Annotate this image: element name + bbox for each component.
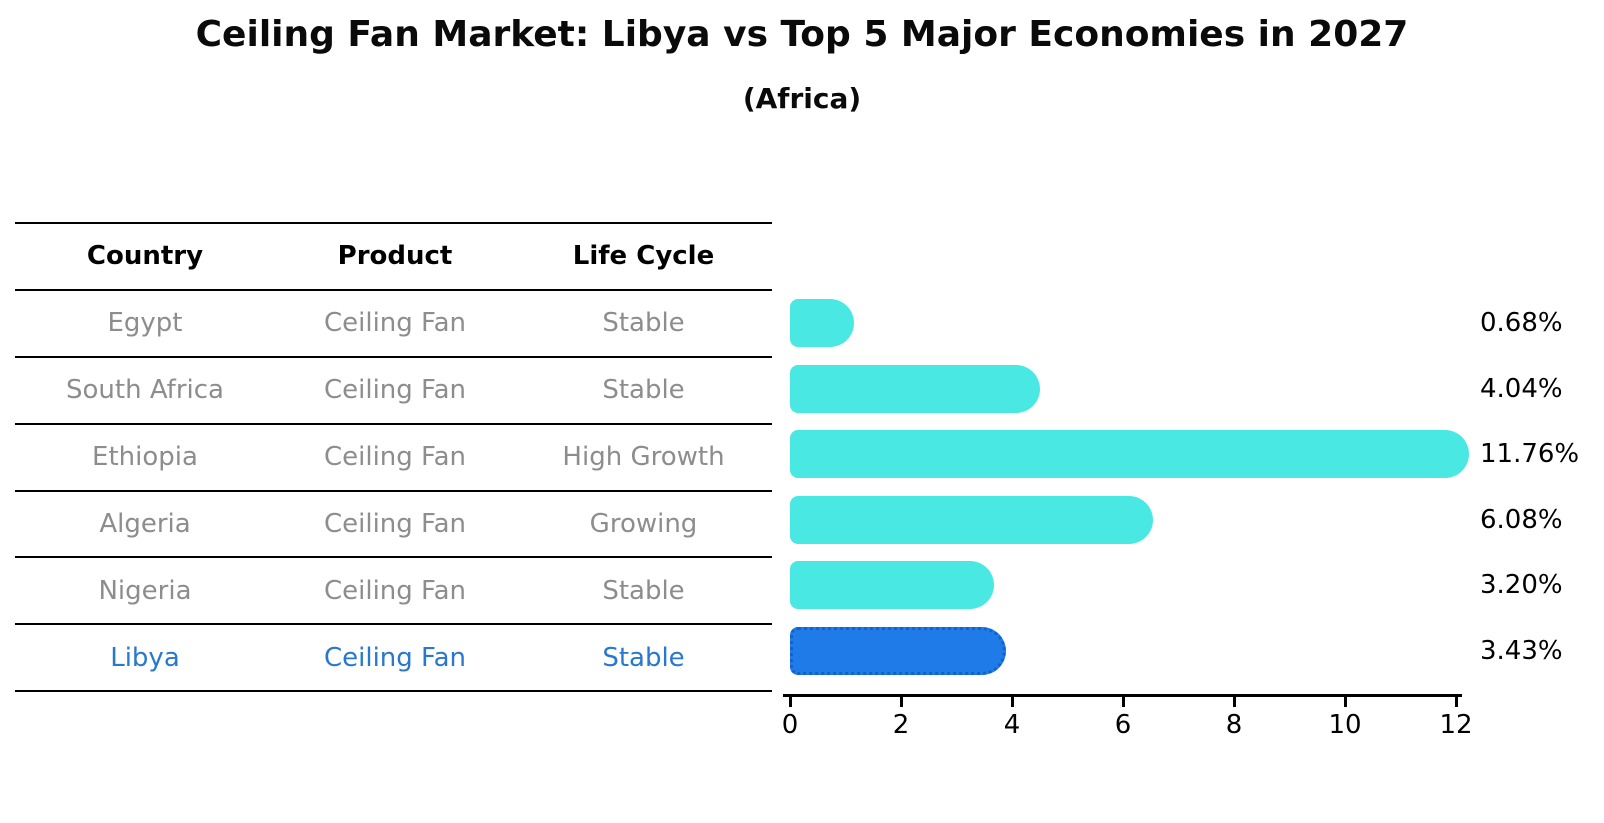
column-header-life-cycle: Life Cycle [572,241,715,272]
x-axis-tick-label: 2 [892,710,910,740]
x-axis-line [783,694,1462,697]
x-axis-tick [788,697,792,707]
cell-product: Ceiling Fan [323,308,467,339]
bar-libya [790,627,1007,675]
table-header-row: Country Product Life Cycle [15,222,772,289]
cell-product: Ceiling Fan [323,509,467,539]
cell-country: Ethiopia [92,442,198,473]
country-table: Country Product Life Cycle Egypt Ceiling… [15,222,772,693]
cell-country: Egypt [107,308,183,339]
cell-country: South Africa [66,375,224,406]
cell-country: Libya [110,642,180,673]
cell-product: Ceiling Fan [323,642,467,673]
x-axis-tick-label: 0 [781,710,799,740]
column-header-country: Country [86,241,204,272]
x-axis-tick [1343,697,1347,707]
bar-south-africa [790,364,1041,413]
column-header-product: Product [337,241,453,272]
cell-life-cycle: Stable [602,642,685,673]
x-axis-tick [1454,697,1458,707]
x-axis-tick-label: 4 [1003,710,1021,740]
cell-country: Nigeria [98,575,192,606]
value-label: 11.76% [1480,439,1580,470]
bar-algeria [790,495,1154,544]
bar-ethiopia [790,430,1469,479]
bar-egypt [790,299,854,347]
x-axis-tick-label: 8 [1225,710,1243,740]
cell-product: Ceiling Fan [323,375,467,406]
chart-title: Ceiling Fan Market: Libya vs Top 5 Major… [195,14,1409,55]
cell-product: Ceiling Fan [323,442,467,473]
table-row: Libya Ceiling Fan Stable [15,623,772,690]
value-label: 3.43% [1480,636,1563,666]
x-axis-tick-label: 12 [1439,710,1473,740]
chart-subtitle: (Africa) [742,82,862,115]
cell-life-cycle: High Growth [562,442,725,473]
x-axis-tick-label: 10 [1328,710,1362,740]
value-label: 0.68% [1480,308,1563,338]
cell-life-cycle: Growing [589,509,698,539]
x-axis-tick-label: 6 [1114,710,1132,740]
cell-life-cycle: Stable [602,575,685,606]
table-row: Nigeria Ceiling Fan Stable [15,556,772,623]
cell-life-cycle: Stable [602,308,685,339]
value-label: 6.08% [1480,504,1563,535]
value-label: 4.04% [1480,373,1563,404]
x-axis-tick [1232,697,1236,707]
table-row: South Africa Ceiling Fan Stable [15,355,772,423]
table-row: Egypt Ceiling Fan Stable [15,288,772,356]
table-row: Ethiopia Ceiling Fan High Growth [15,422,772,490]
x-axis-tick [1010,697,1014,707]
bar-nigeria [790,561,994,610]
cell-product: Ceiling Fan [323,575,467,606]
table-row: Algeria Ceiling Fan Growing [15,489,772,557]
x-axis-tick [1121,697,1125,707]
cell-life-cycle: Stable [602,375,685,406]
value-label: 3.20% [1480,570,1563,601]
cell-country: Algeria [99,509,191,539]
x-axis-tick [899,697,903,707]
